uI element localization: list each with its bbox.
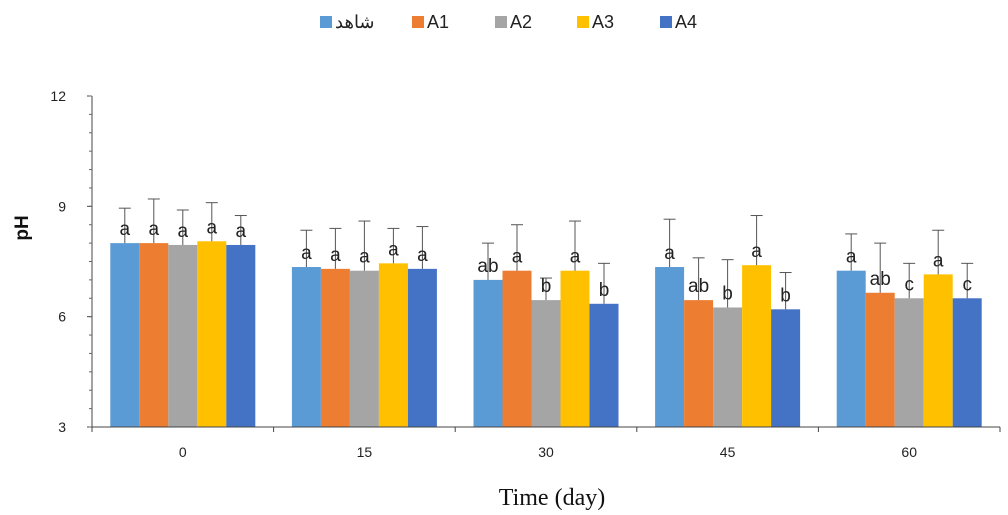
significance-label: a (359, 247, 370, 268)
significance-label: a (512, 247, 523, 268)
significance-label: a (301, 243, 312, 264)
bar (139, 243, 169, 427)
significance-label: ab (477, 256, 498, 277)
bar (742, 265, 772, 427)
legend-swatch (412, 16, 424, 28)
significance-label: a (149, 219, 160, 240)
bar (771, 309, 801, 427)
significance-label: a (178, 221, 189, 242)
bar (894, 298, 924, 427)
bar (836, 270, 866, 427)
legend-label: A3 (592, 12, 614, 32)
legend-label: A1 (427, 12, 449, 32)
bar (168, 244, 198, 427)
legend-swatch (577, 16, 589, 28)
bar (684, 300, 714, 427)
significance-label: a (751, 241, 762, 262)
y-tick-label: 12 (50, 88, 66, 104)
significance-label: b (780, 285, 791, 306)
significance-label: c (904, 274, 914, 295)
x-tick-label: 60 (901, 444, 917, 460)
bars-layer (110, 241, 982, 427)
bar (291, 267, 321, 427)
significance-label: a (207, 217, 218, 238)
significance-label: a (570, 247, 581, 268)
legend-label: A2 (510, 12, 532, 32)
x-tick-label: 30 (538, 444, 554, 460)
x-tick-label: 45 (720, 444, 736, 460)
x-tick-label: 0 (179, 444, 187, 460)
significance-label: ab (688, 276, 709, 297)
significance-label: a (388, 239, 399, 260)
x-ticks-layer: 0 15 30 45 60 (91, 427, 1001, 460)
bar (502, 270, 532, 427)
y-tick-label: 3 (58, 419, 66, 435)
bar (589, 303, 619, 427)
bar (320, 268, 350, 427)
significance-label: a (120, 219, 131, 240)
significance-label: a (417, 245, 428, 266)
bar (865, 292, 895, 427)
y-tick-label: 9 (58, 198, 66, 214)
legend-label: شاهد (335, 12, 375, 32)
bar (560, 270, 590, 427)
legend-label: A4 (675, 12, 697, 32)
significance-label: a (330, 245, 341, 266)
significance-label: a (664, 243, 675, 264)
legend-swatch (660, 16, 672, 28)
significance-label: a (846, 247, 857, 268)
legend: شاهد A1 A2 A3 A4 (320, 12, 697, 32)
bar (531, 300, 561, 427)
y-ticks-layer: 3 6 9 12 (50, 88, 92, 435)
y-tick-label: 6 (58, 309, 66, 325)
bar (407, 268, 437, 427)
bar (197, 241, 227, 427)
y-axis-title: pH (12, 215, 33, 240)
bar (110, 243, 140, 427)
significance-label: b (599, 280, 610, 301)
legend-swatch (320, 16, 332, 28)
legend-swatch (495, 16, 507, 28)
significance-label: ab (870, 269, 891, 290)
significance-label: a (933, 250, 944, 271)
bar (655, 267, 685, 427)
bar (923, 274, 953, 427)
bar (378, 263, 408, 427)
bar (226, 244, 256, 427)
significance-label: a (236, 221, 247, 242)
bar (713, 307, 743, 427)
bar (349, 270, 379, 427)
x-tick-label: 15 (357, 444, 373, 460)
significance-label: c (962, 274, 972, 295)
significance-label: b (541, 276, 552, 297)
bar (473, 279, 503, 427)
error-bars-layer (118, 198, 974, 310)
bar (952, 298, 982, 427)
x-axis-title: Time (day) (499, 485, 605, 510)
significance-label: b (722, 283, 733, 304)
